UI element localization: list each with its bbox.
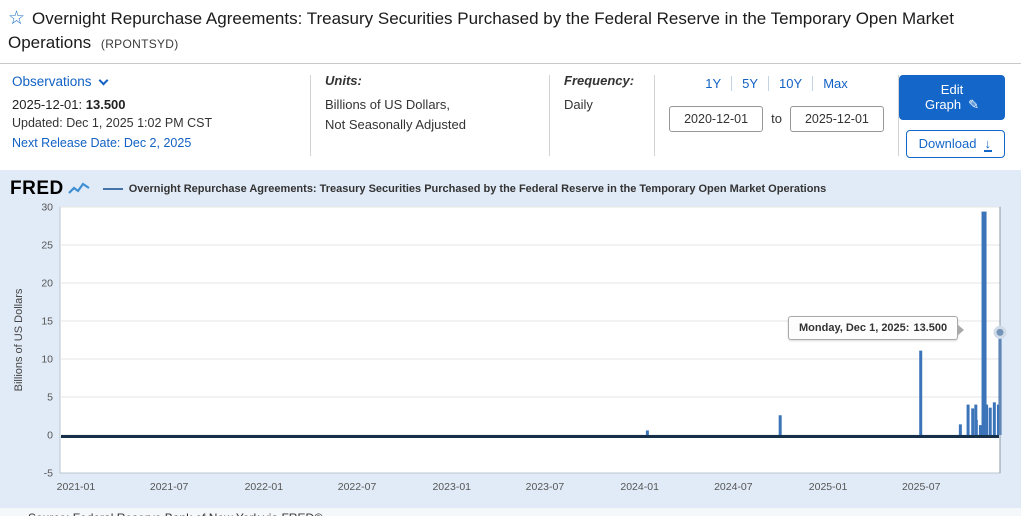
divider [549, 74, 550, 156]
svg-text:30: 30 [41, 201, 53, 213]
chart-footer: Source: Federal Reserve Bank of New York… [0, 507, 1021, 516]
frequency-value: Daily [564, 96, 593, 112]
svg-text:10: 10 [41, 353, 53, 365]
units-value: Billions of US Dollars, [325, 96, 450, 112]
end-date-input[interactable] [789, 105, 884, 132]
svg-text:25: 25 [41, 239, 53, 251]
updated-timestamp: Updated: Dec 1, 2025 1:02 PM CST [12, 115, 213, 130]
chart-tooltip: Monday, Dec 1, 2025: 13.500 [788, 315, 965, 340]
svg-text:15: 15 [41, 315, 53, 327]
range-10y-button[interactable]: 10Y [768, 75, 812, 91]
series-title-text: Overnight Repurchase Agreements: Treasur… [8, 9, 954, 52]
range-selector-panel: 1Y 5Y 10Y Max to [655, 73, 898, 158]
frequency-label: Frequency: [564, 72, 635, 88]
download-label: Download [918, 135, 977, 151]
divider [654, 74, 655, 156]
units-label: Units: [325, 72, 362, 88]
svg-text:Billions of US Dollars: Billions of US Dollars [13, 288, 25, 391]
latest-observation-value: 13.500 [85, 96, 126, 112]
download-icon: ↓ [983, 135, 992, 152]
series-meta-bar: Observations 2025-12-01: 13.500 Updated:… [0, 64, 1021, 170]
svg-text:5: 5 [47, 391, 53, 403]
svg-text:2025-07: 2025-07 [902, 481, 941, 493]
svg-text:2024-01: 2024-01 [620, 481, 659, 493]
svg-text:2021-01: 2021-01 [57, 481, 96, 493]
latest-observation-date: 2025-12-01: [12, 96, 83, 112]
units-panel: Units: Billions of US Dollars, Not Seaso… [311, 73, 549, 158]
tooltip-value: 13.500 [913, 321, 948, 334]
observations-dropdown[interactable]: Observations [12, 73, 108, 89]
favorite-star-icon[interactable]: ☆ [8, 8, 26, 29]
date-range-to-label: to [771, 111, 782, 127]
series-id: (RPONTSYD) [100, 36, 179, 51]
svg-text:2025-01: 2025-01 [809, 481, 848, 493]
svg-text:2023-07: 2023-07 [526, 481, 565, 493]
chart-panel: FRED Overnight Repurchase Agreements: Tr… [0, 169, 1021, 508]
range-1y-button[interactable]: 1Y [705, 75, 722, 91]
observations-panel: Observations 2025-12-01: 13.500 Updated:… [10, 73, 310, 158]
edit-icon: ✎ [968, 96, 980, 112]
divider [898, 74, 899, 156]
tooltip-date: Monday, Dec 1, 2025: [799, 321, 910, 334]
svg-text:0: 0 [47, 429, 53, 441]
svg-text:2024-07: 2024-07 [714, 481, 753, 493]
next-release-link[interactable]: Next Release Date: Dec 2, 2025 [12, 135, 192, 150]
legend-line-sample [102, 187, 123, 190]
latest-observation: 2025-12-01: 13.500 [12, 97, 296, 112]
frequency-panel: Frequency: Daily [550, 73, 654, 158]
range-5y-button[interactable]: 5Y [731, 75, 768, 91]
time-series-chart[interactable]: -5 0 5 10 15 20 25 30 2021-01 2021-07 2022-01 2022-… [8, 201, 1013, 503]
observations-label: Observations [12, 73, 92, 89]
start-date-input[interactable] [669, 105, 764, 132]
svg-text:2022-01: 2022-01 [245, 481, 284, 493]
page-title: ☆ Overnight Repurchase Agreements: Treasu… [8, 6, 1007, 55]
divider [310, 74, 311, 156]
chevron-down-icon [98, 75, 108, 86]
range-max-button[interactable]: Max [812, 75, 858, 91]
svg-text:-5: -5 [44, 467, 53, 479]
svg-text:2023-01: 2023-01 [432, 481, 471, 493]
download-button[interactable]: Download ↓ [905, 129, 1005, 158]
edit-graph-button[interactable]: Edit Graph ✎ [899, 74, 1005, 120]
source-attribution: Source: Federal Reserve Bank of New York… [28, 511, 323, 516]
date-range-row: to [669, 105, 884, 132]
svg-text:2022-07: 2022-07 [338, 481, 377, 493]
series-header: ☆ Overnight Repurchase Agreements: Treasu… [0, 0, 1021, 64]
chart-header: FRED Overnight Repurchase Agreements: Tr… [0, 170, 1021, 200]
units-adjustment: Not Seasonally Adjusted [325, 116, 466, 132]
graph-actions-panel: Edit Graph ✎ Download ↓ [899, 73, 1011, 158]
edit-graph-label: Edit Graph [924, 81, 964, 112]
svg-text:2021-07: 2021-07 [150, 481, 189, 493]
svg-text:20: 20 [41, 277, 53, 289]
fred-logo[interactable]: FRED [10, 177, 64, 199]
tooltip-pointer-icon [957, 323, 965, 336]
range-links: 1Y 5Y 10Y Max [669, 75, 884, 91]
fred-logo-spark-icon [67, 182, 90, 194]
legend-label: Overnight Repurchase Agreements: Treasur… [128, 182, 827, 195]
